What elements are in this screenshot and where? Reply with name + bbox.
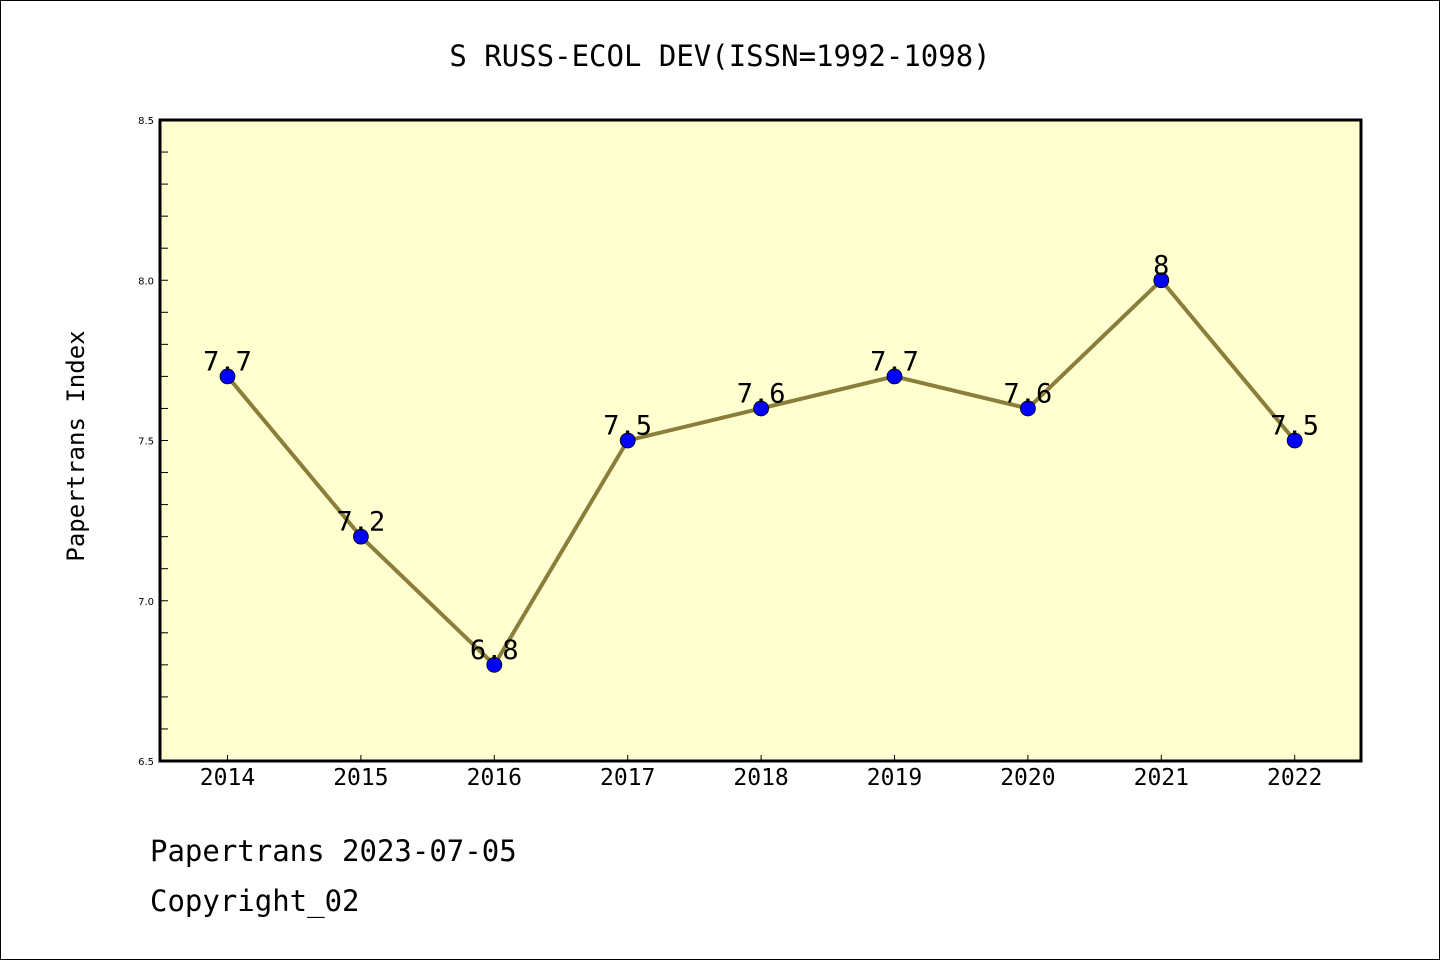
- data-point: [352, 528, 369, 545]
- y-tick-label: 8.5: [138, 116, 154, 127]
- plot-area: [160, 120, 1361, 761]
- y-tick-label: 7.0: [138, 597, 154, 608]
- y-tick-label: 8.0: [138, 276, 154, 287]
- x-tick-label: 2019: [867, 765, 922, 791]
- x-axis: 2014 2015 2016 2017 2018 2019 2020 2021 2022: [200, 755, 1322, 791]
- series: [219, 272, 1303, 673]
- data-label: 7.6: [1004, 378, 1053, 409]
- data-point: [619, 432, 636, 449]
- data-label: 7.5: [603, 411, 652, 442]
- data-point: [1286, 432, 1303, 449]
- x-tick-label: 2017: [600, 765, 655, 791]
- y-tick-label: 6.5: [138, 757, 154, 768]
- footer-copyright: Copyright_02: [150, 884, 360, 918]
- data-label: 7.7: [203, 346, 252, 377]
- x-tick-label: 2020: [1000, 765, 1055, 791]
- x-tick-label: 2022: [1267, 765, 1322, 791]
- data-label: 6.8: [470, 635, 519, 666]
- footer-date: Papertrans 2023-07-05: [150, 834, 517, 868]
- x-tick-label: 2021: [1134, 765, 1189, 791]
- x-tick-label: 2018: [733, 765, 788, 791]
- y-tick-label: 7.5: [138, 437, 154, 448]
- data-point: [1153, 272, 1170, 289]
- data-labels: 7.7 7.2 6.8 7.5 7.6 7.7 7.6 8 7.5: [203, 250, 1319, 666]
- data-label: 8: [1153, 250, 1169, 281]
- data-label: 7.6: [737, 378, 786, 409]
- plot-border: [158, 118, 1363, 763]
- data-label: 7.5: [1270, 411, 1319, 442]
- data-point: [753, 400, 769, 417]
- data-label: 7.7: [870, 346, 919, 377]
- data-point: [886, 368, 903, 385]
- y-axis-label: Papertrans Index: [62, 330, 90, 561]
- x-tick-label: 2014: [200, 765, 255, 791]
- chart-title: S RUSS-ECOL DEV(ISSN=1992-1098): [449, 39, 990, 73]
- data-point: [1020, 400, 1036, 417]
- data-label: 7.2: [337, 507, 386, 538]
- data-point: [219, 368, 236, 385]
- x-tick-label: 2016: [467, 765, 522, 791]
- x-tick-label: 2015: [333, 765, 388, 791]
- data-point: [486, 656, 503, 673]
